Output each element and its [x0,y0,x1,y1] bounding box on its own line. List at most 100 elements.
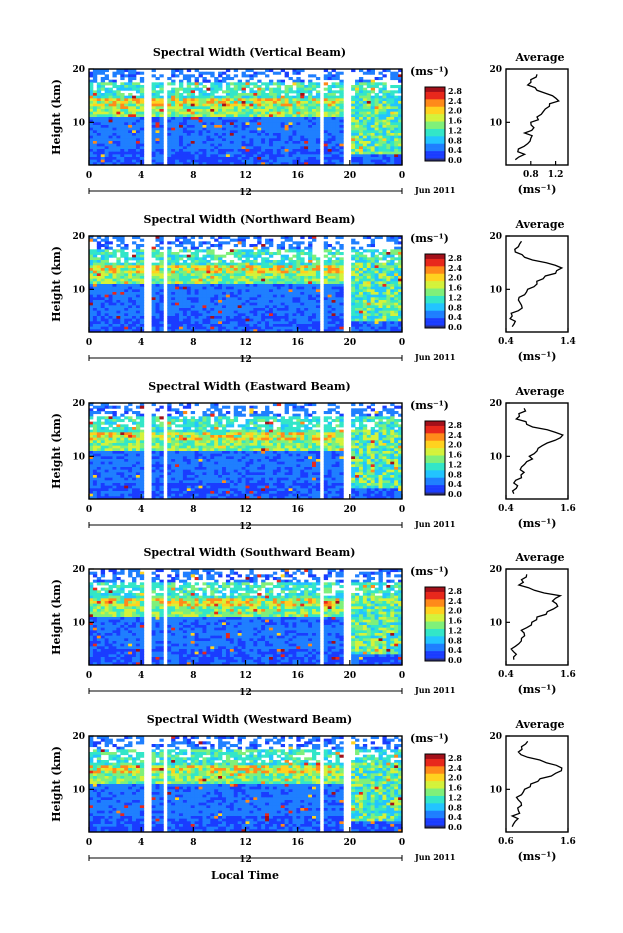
heatmap-cell [128,138,132,141]
heatmap-cell [128,284,132,287]
heatmap-cell [242,152,246,155]
heatmap-cell [109,284,113,287]
heatmap-cell [199,265,203,268]
heatmap-cell [187,74,191,77]
heatmap-cell [101,313,105,316]
heatmap-cell [277,112,281,115]
heatmap-cell [128,125,132,128]
heatmap-cell [109,327,113,330]
heatmap-cell [152,313,156,316]
heatmap-cell [257,88,261,91]
heatmap-cell [371,82,375,85]
heatmap-cell [93,154,97,157]
heatmap-cell [109,138,113,141]
heatmap-cell [112,101,116,104]
heatmap-cell [332,268,336,271]
heatmap-cell [371,104,375,107]
heatmap-cell [238,93,242,96]
heatmap-cell [179,144,183,147]
heatmap-cell [304,133,308,136]
heatmap-cell [195,141,199,144]
heatmap-cell [273,284,277,287]
heatmap-cell [312,324,316,327]
heatmap-cell [124,260,128,263]
heatmap-cell [101,295,105,298]
heatmap-cell [289,154,293,157]
heatmap-cell [136,252,140,255]
heatmap-cell [112,152,116,155]
heatmap-cell [136,257,140,260]
heatmap-cell [152,263,156,266]
heatmap-cell [281,257,285,260]
heatmap-cell [281,109,285,112]
heatmap-cell [109,313,113,316]
heatmap-cell [238,101,242,104]
heatmap-cell [214,77,218,80]
heatmap-cell [261,327,265,330]
heatmap-cell [328,300,332,303]
heatmap-cell [328,152,332,155]
heatmap-cell [199,157,203,160]
heatmap-cell [195,284,199,287]
heatmap-cell [230,281,234,284]
heatmap-cell [375,114,379,117]
heatmap-cell [300,112,304,115]
profile-unit-label: (ms⁻¹) [518,350,557,363]
heatmap-cell [382,289,386,292]
heatmap-cell [390,408,394,411]
heatmap-cell [339,297,343,300]
heatmap-cell [199,281,203,284]
heatmap-cell [379,88,383,91]
heatmap-cell [171,257,175,260]
heatmap-cell [328,313,332,316]
heatmap-cell [355,125,359,128]
heatmap-cell [183,284,187,287]
heatmap-cell [234,85,238,88]
heatmap-cell [128,80,132,83]
heatmap-cell [304,138,308,141]
heatmap-cell [179,152,183,155]
heatmap-cell [222,152,226,155]
heatmap-cell [97,316,101,319]
heatmap-cell [191,255,195,258]
heatmap-cell [195,287,199,290]
heatmap-cell [300,133,304,136]
heatmap-cell [257,268,261,271]
heatmap-cell [328,120,332,123]
heatmap-cell [112,112,116,115]
heatmap-cell [191,257,195,260]
heatmap-cell [328,133,332,136]
heatmap-cell [206,260,210,263]
heatmap-cell [101,244,105,247]
heatmap-cell [292,247,296,250]
panel-3: Spectral Width (Eastward Beam)2010Height… [50,380,576,532]
heatmap-cell [379,90,383,93]
heatmap-cell [136,122,140,125]
heatmap-cell [202,241,206,244]
heatmap-cell [277,144,281,147]
heatmap-cell [210,249,214,252]
heatmap-cell [246,271,250,274]
heatmap-cell [296,120,300,123]
heatmap-cell [335,252,339,255]
heatmap-cell [265,311,269,314]
heatmap-cell [355,316,359,319]
heatmap-cell [386,297,390,300]
heatmap-cell [109,279,113,282]
heatmap-cell [257,295,261,298]
heatmap-cell [379,82,383,85]
heatmap-cell [253,279,257,282]
heatmap-cell [179,141,183,144]
heatmap-cell [206,321,210,324]
heatmap-cell [226,117,230,120]
heatmap-cell [382,305,386,308]
heatmap-cell [167,82,171,85]
heatmap-cell [136,279,140,282]
heatmap-cell [136,104,140,107]
heatmap-cell [300,141,304,144]
heatmap-cell [379,133,383,136]
heatmap-cell [285,101,289,104]
heatmap-cell [363,149,367,152]
heatmap-cell [308,247,312,250]
heatmap-cell [202,257,206,260]
